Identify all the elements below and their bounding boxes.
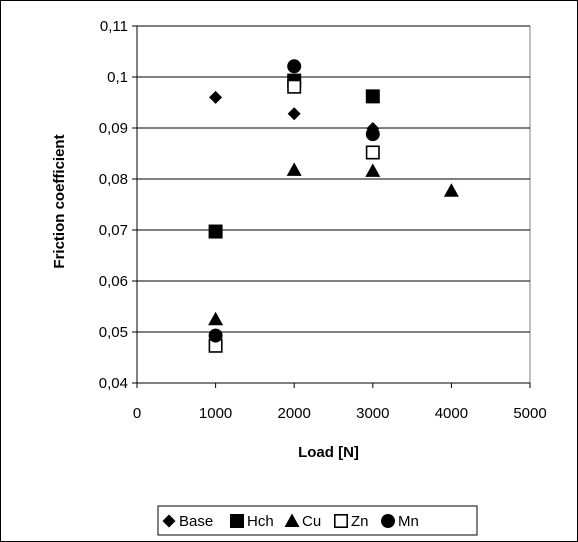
- x-tick-label: 0: [133, 405, 141, 422]
- x-axis-title: Load [N]: [298, 444, 359, 461]
- point-base: [209, 90, 223, 104]
- series-cu: [208, 162, 459, 326]
- point-cu: [208, 311, 224, 326]
- plot-area: [136, 25, 531, 384]
- legend-label-base: Base: [179, 513, 213, 530]
- point-mn: [365, 127, 380, 142]
- point-base: [287, 107, 301, 121]
- legend-marker-zn: [333, 513, 348, 528]
- y-tick-label: 0,06: [99, 273, 128, 290]
- legend-label-mn: Mn: [398, 513, 419, 530]
- point-zn: [287, 79, 302, 94]
- series-zn: [208, 79, 380, 353]
- legend-marker-hch: [230, 514, 244, 528]
- x-axis-ticks: 0 1000 2000 3000 4000 5000: [133, 383, 547, 422]
- data-points: [208, 59, 459, 353]
- y-tick-label: 0,08: [99, 171, 128, 188]
- y-axis-ticks: 0,04 0,05 0,06 0,07 0,08 0,09 0,1 0,11: [99, 18, 137, 392]
- point-cu: [443, 183, 459, 197]
- y-tick-label: 0,07: [99, 222, 128, 239]
- y-axis-title: Friction coefficient: [51, 134, 68, 268]
- y-tick-label: 0,11: [100, 18, 128, 35]
- legend-label-hch: Hch: [247, 513, 274, 530]
- x-tick-label: 3000: [356, 405, 389, 422]
- x-tick-label: 1000: [199, 405, 232, 422]
- gridlines: [137, 25, 530, 333]
- point-hch: [208, 224, 223, 239]
- legend: Base Hch Cu Zn Mn: [157, 505, 478, 536]
- point-zn: [365, 145, 380, 160]
- point-mn: [287, 59, 302, 74]
- x-tick-label: 5000: [513, 405, 546, 422]
- x-tick-label: 4000: [435, 405, 468, 422]
- point-mn: [208, 328, 223, 343]
- legend-label-cu: Cu: [302, 513, 321, 530]
- legend-marker-base: [162, 514, 176, 528]
- x-tick-label: 2000: [278, 405, 311, 422]
- y-tick-label: 0,05: [99, 324, 128, 341]
- y-tick-label: 0,04: [99, 375, 128, 392]
- point-hch: [365, 89, 380, 104]
- y-tick-label: 0,09: [99, 120, 128, 137]
- y-tick-label: 0,1: [107, 69, 128, 86]
- legend-box: [157, 505, 478, 536]
- series-mn: [208, 59, 380, 343]
- point-cu: [365, 163, 381, 177]
- point-cu: [286, 162, 302, 176]
- legend-label-zn: Zn: [351, 513, 369, 530]
- legend-marker-cu: [284, 513, 300, 527]
- legend-marker-mn: [381, 514, 395, 528]
